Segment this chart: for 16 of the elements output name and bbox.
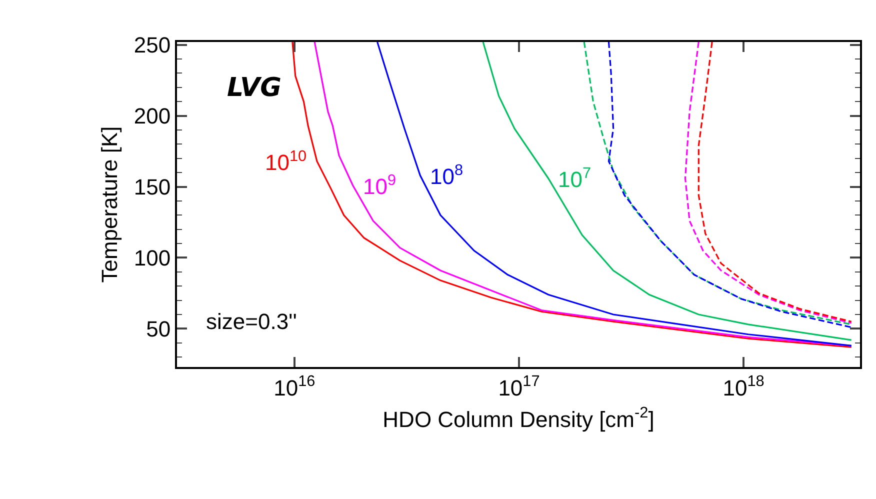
x-tick-label: 10$^{18}$ [722,373,764,400]
x-axis-title: HDO Column Density [cm$^{-2}$] [382,404,654,432]
x-tick-label: 10$^{17}$ [498,373,540,400]
annotation: size=0.3'' [206,309,297,334]
y-axis-title: Temperature [K] [97,126,122,283]
x-tick-label: 10$^{16}$ [274,373,316,400]
y-tick-label: 200 [134,104,171,128]
series-label: 10$^{7}$ [558,165,592,192]
y-tick-label: 100 [134,245,171,270]
y-tick-label: 250 [134,32,171,58]
annotation: LVG [227,73,282,103]
y-tick-label: 50 [146,316,171,342]
series-label: 10$^{9}$ [363,172,396,200]
y-tick-label: 150 [134,174,171,200]
series-label: 10$^{10}$ [265,148,307,176]
series-label: 10$^{8}$ [430,162,464,190]
